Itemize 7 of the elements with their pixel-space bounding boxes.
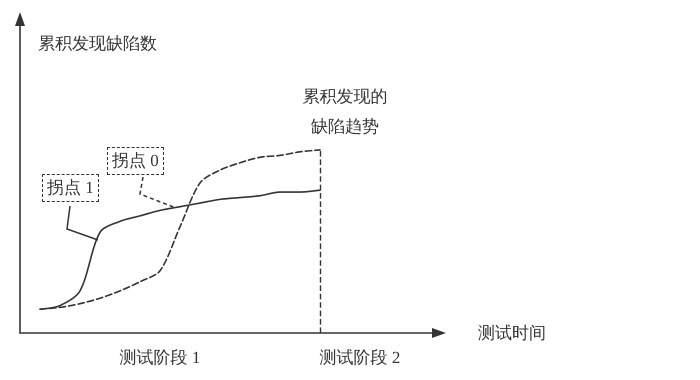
annotation: 拐点 0 xyxy=(107,147,164,175)
text: 累积发现的缺陷趋势 xyxy=(302,86,388,138)
text: 累积发现缺陷数 xyxy=(38,33,157,55)
annotation: 拐点 1 xyxy=(42,174,99,202)
x-tick-label: 测试阶段 2 xyxy=(320,348,400,367)
x-axis-title: 测试时间 xyxy=(478,324,546,342)
x-tick-label: 测试阶段 1 xyxy=(120,348,200,367)
